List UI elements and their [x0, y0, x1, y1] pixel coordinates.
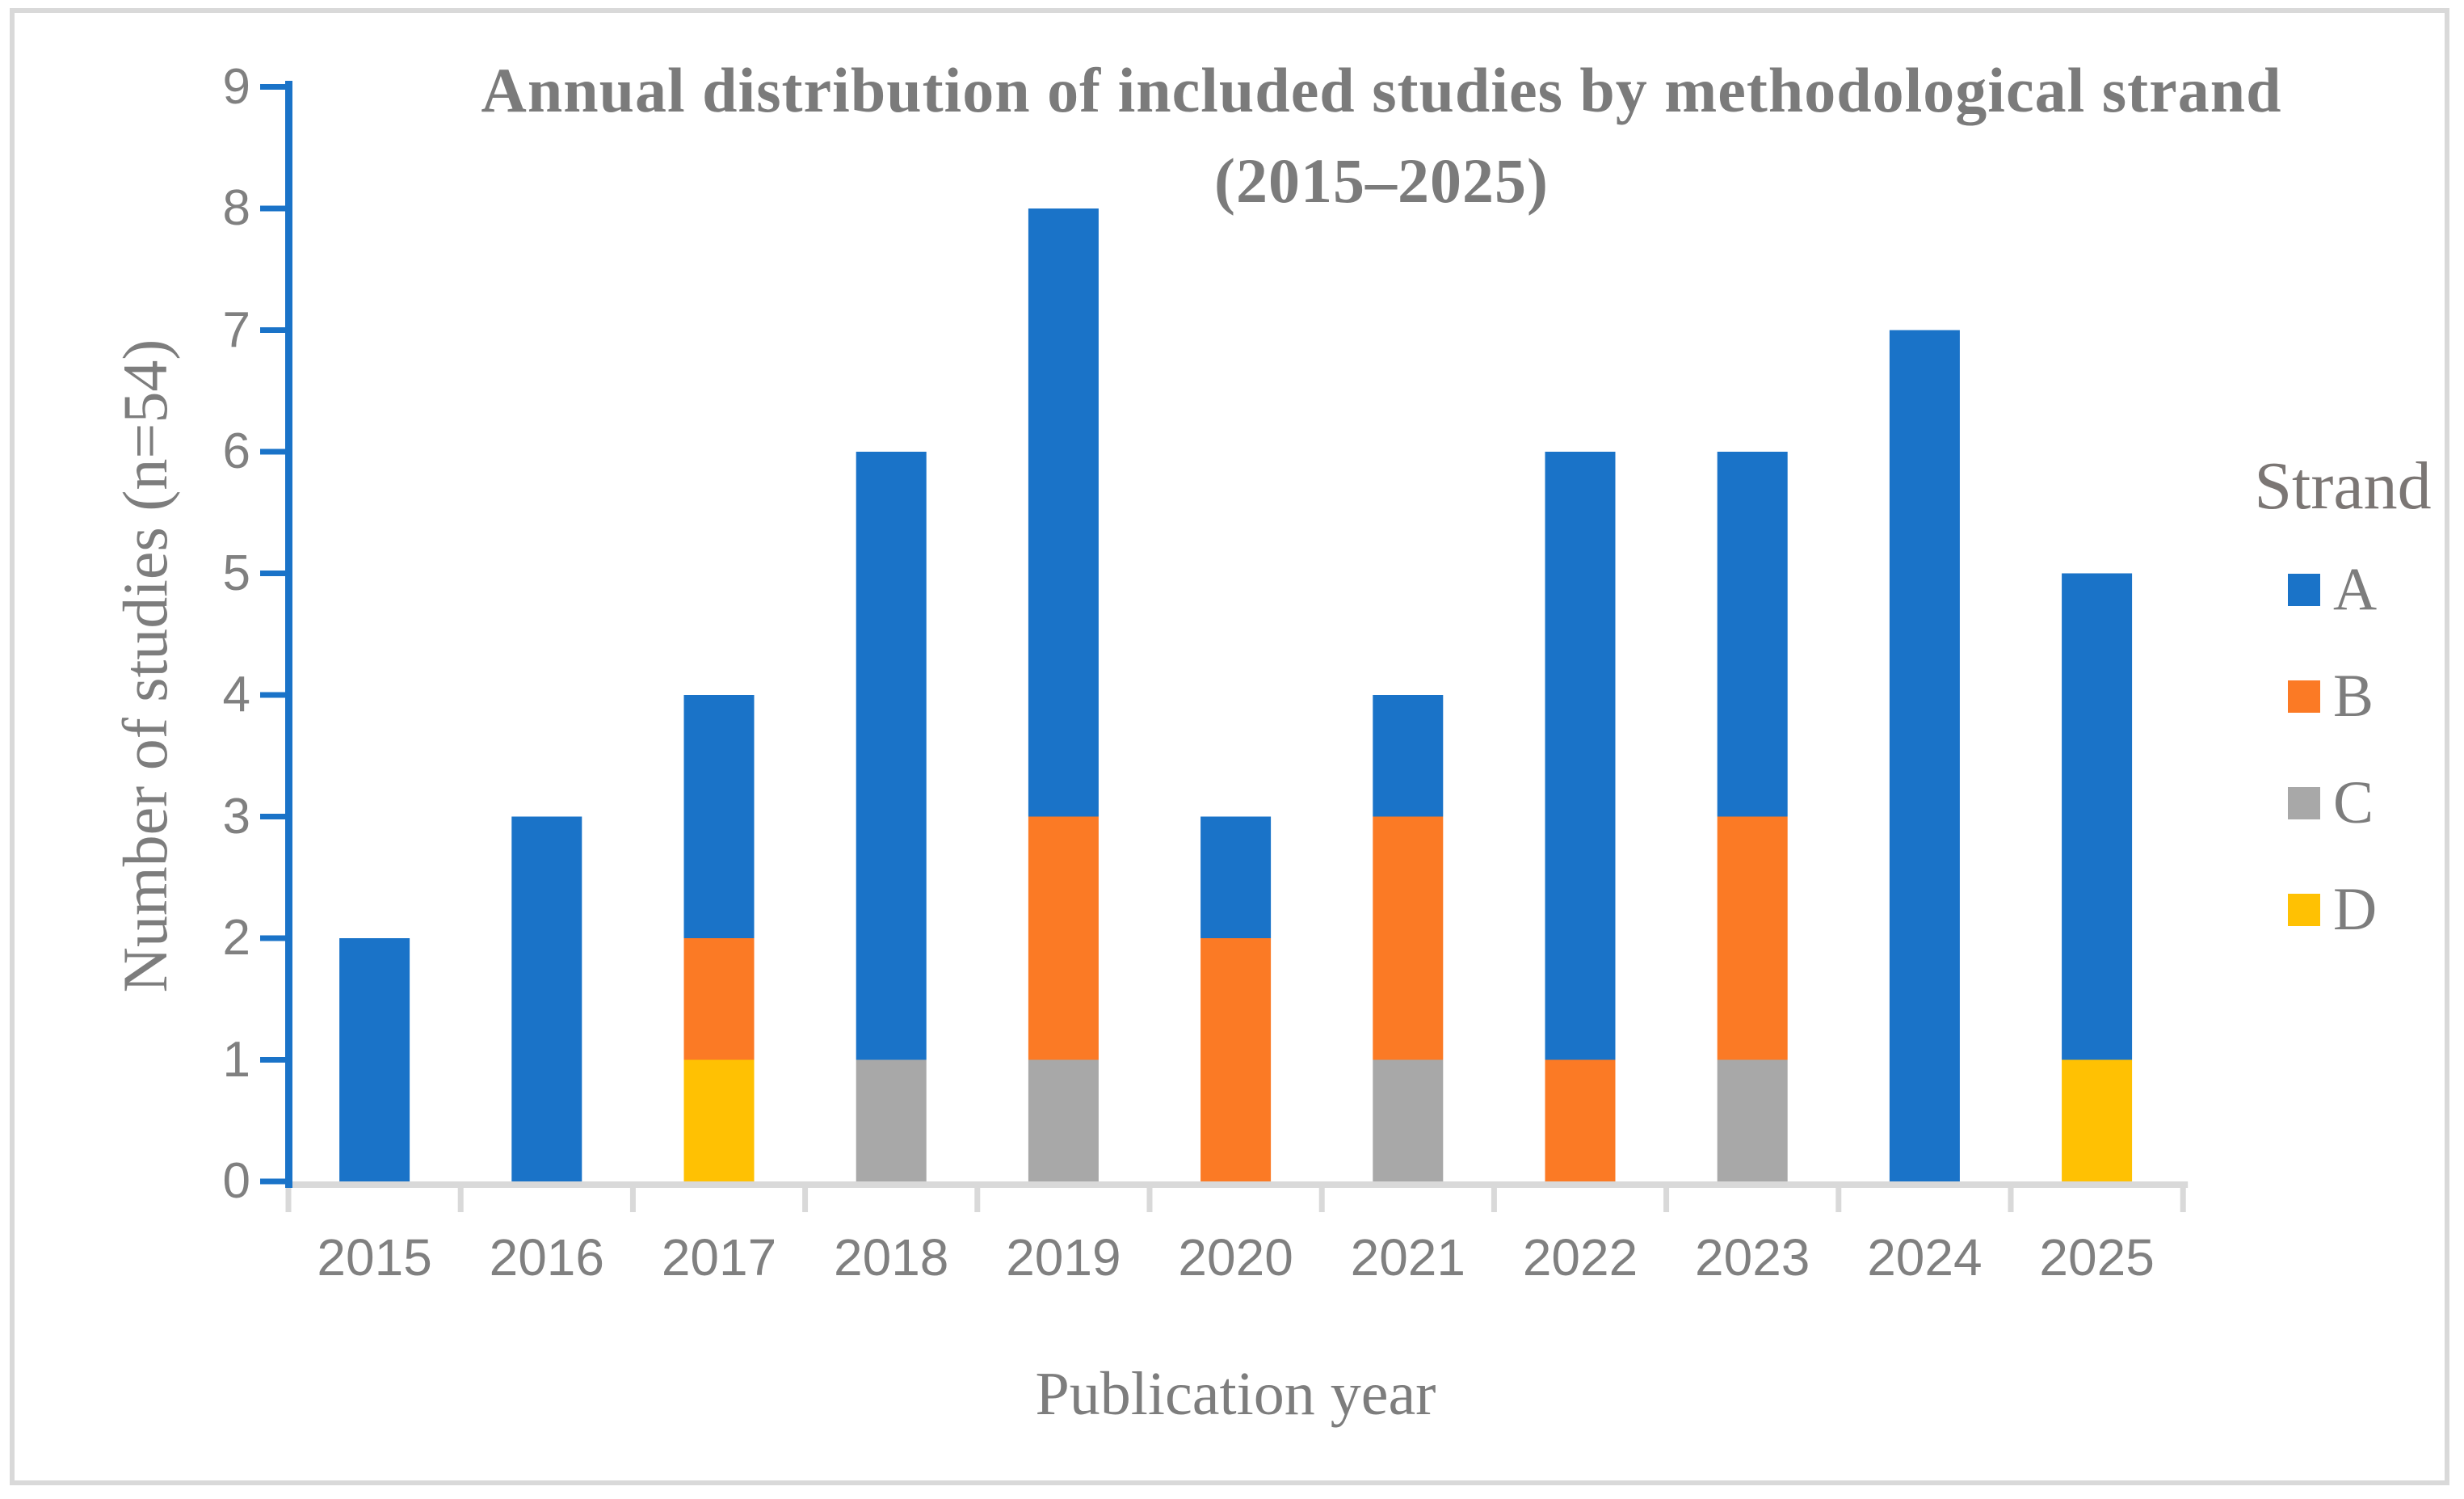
y-tick-label-1: 1	[222, 1031, 250, 1088]
legend-entry-A: A	[2288, 559, 2377, 621]
bar-segment-2016-A	[511, 816, 582, 1181]
y-tick-label-6: 6	[222, 423, 250, 479]
y-tick-label-3: 3	[222, 788, 250, 844]
x-tick-label-2020: 2020	[1178, 1228, 1293, 1286]
x-axis-tick	[1491, 1181, 1497, 1212]
y-axis-tick-9	[260, 84, 292, 90]
bar-segment-2015-A	[339, 938, 410, 1181]
legend-title: Strand	[2254, 448, 2432, 524]
bar-segment-2023-B	[1717, 816, 1788, 1060]
legend-entry-B: B	[2288, 666, 2374, 727]
x-axis-tick	[974, 1181, 981, 1212]
y-tick-label-5: 5	[222, 545, 250, 601]
bar-segment-2020-A	[1200, 816, 1272, 938]
x-tick-label-2015: 2015	[317, 1228, 432, 1286]
bar-segment-2023-C	[1717, 1059, 1788, 1181]
legend-label-D: D	[2333, 876, 2378, 943]
x-tick-label-2023: 2023	[1695, 1228, 1810, 1286]
legend-swatch-A	[2288, 574, 2320, 606]
bar-segment-2018-A	[856, 452, 927, 1060]
y-axis-tick-0	[260, 1178, 292, 1185]
bar-segment-2021-A	[1373, 695, 1444, 817]
bar-segment-2018-C	[856, 1059, 927, 1181]
y-tick-label-2: 2	[222, 910, 250, 966]
bar-segment-2017-D	[683, 1059, 755, 1181]
x-axis-tick	[1318, 1181, 1325, 1212]
bar-segment-2020-B	[1200, 938, 1272, 1181]
bar-segment-2019-B	[1028, 816, 1099, 1060]
bar-segment-2022-B	[1545, 1059, 1616, 1181]
bar-segment-2017-A	[683, 695, 755, 938]
legend-swatch-D	[2288, 894, 2320, 926]
y-tick-label-7: 7	[222, 301, 250, 358]
bar-segment-2017-B	[683, 938, 755, 1060]
legend-swatch-B	[2288, 680, 2320, 713]
bar-segment-2019-A	[1028, 208, 1099, 817]
x-tick-label-2022: 2022	[1522, 1228, 1638, 1286]
legend-label-A: A	[2333, 556, 2378, 623]
y-tick-label-9: 9	[222, 58, 250, 115]
y-axis-tick-3	[260, 814, 292, 819]
x-axis-tick	[285, 1181, 292, 1212]
x-axis-line	[285, 1181, 2189, 1188]
x-axis-tick	[2180, 1181, 2186, 1212]
bar-segment-2021-C	[1373, 1059, 1444, 1181]
x-tick-label-2018: 2018	[834, 1228, 949, 1286]
x-tick-label-2025: 2025	[2039, 1228, 2155, 1286]
y-axis-tick-2	[260, 935, 292, 941]
x-axis-tick	[1663, 1181, 1670, 1212]
y-axis-tick-8	[260, 205, 292, 212]
chart-title-line1: Annual distribution of included studies …	[481, 55, 2282, 125]
y-tick-label-4: 4	[222, 667, 250, 722]
bar-segment-2019-C	[1028, 1059, 1099, 1181]
y-axis-tick-6	[260, 448, 292, 455]
bar-segment-2025-A	[2062, 573, 2133, 1060]
y-axis-tick-1	[260, 1057, 292, 1063]
y-axis-tick-7	[260, 327, 292, 333]
x-tick-label-2017: 2017	[661, 1228, 777, 1286]
chart-title-line2: (2015–2025)	[1214, 145, 1549, 216]
x-tick-label-2016: 2016	[489, 1228, 604, 1286]
bar-segment-2022-A	[1545, 452, 1616, 1060]
bar-segment-2023-A	[1717, 452, 1788, 817]
x-axis-tick	[457, 1181, 464, 1212]
bar-segment-2024-A	[1889, 330, 1960, 1181]
y-tick-label-0: 0	[222, 1153, 250, 1209]
chart-title: Annual distribution of included studies …	[323, 45, 2440, 226]
bar-segment-2025-D	[2062, 1059, 2133, 1181]
legend-label-C: C	[2333, 769, 2374, 836]
x-tick-label-2024: 2024	[1867, 1228, 1983, 1286]
x-axis-tick	[629, 1181, 636, 1212]
x-axis-tick	[1835, 1181, 1842, 1212]
y-axis-line	[285, 81, 292, 1188]
x-tick-label-2019: 2019	[1006, 1228, 1121, 1286]
y-tick-label-8: 8	[222, 180, 250, 236]
y-axis-tick-4	[260, 692, 292, 698]
legend-label-B: B	[2333, 663, 2374, 730]
legend-entry-C: C	[2288, 773, 2374, 834]
x-axis-tick	[1146, 1181, 1153, 1212]
legend-swatch-C	[2288, 787, 2320, 819]
y-axis-tick-5	[260, 571, 292, 576]
legend-entry-D: D	[2288, 879, 2377, 941]
bar-segment-2021-B	[1373, 816, 1444, 1060]
x-axis-title: Publication year	[1035, 1360, 1436, 1428]
x-axis-tick	[802, 1181, 809, 1212]
x-tick-label-2021: 2021	[1350, 1228, 1465, 1286]
x-axis-tick	[2008, 1181, 2014, 1212]
